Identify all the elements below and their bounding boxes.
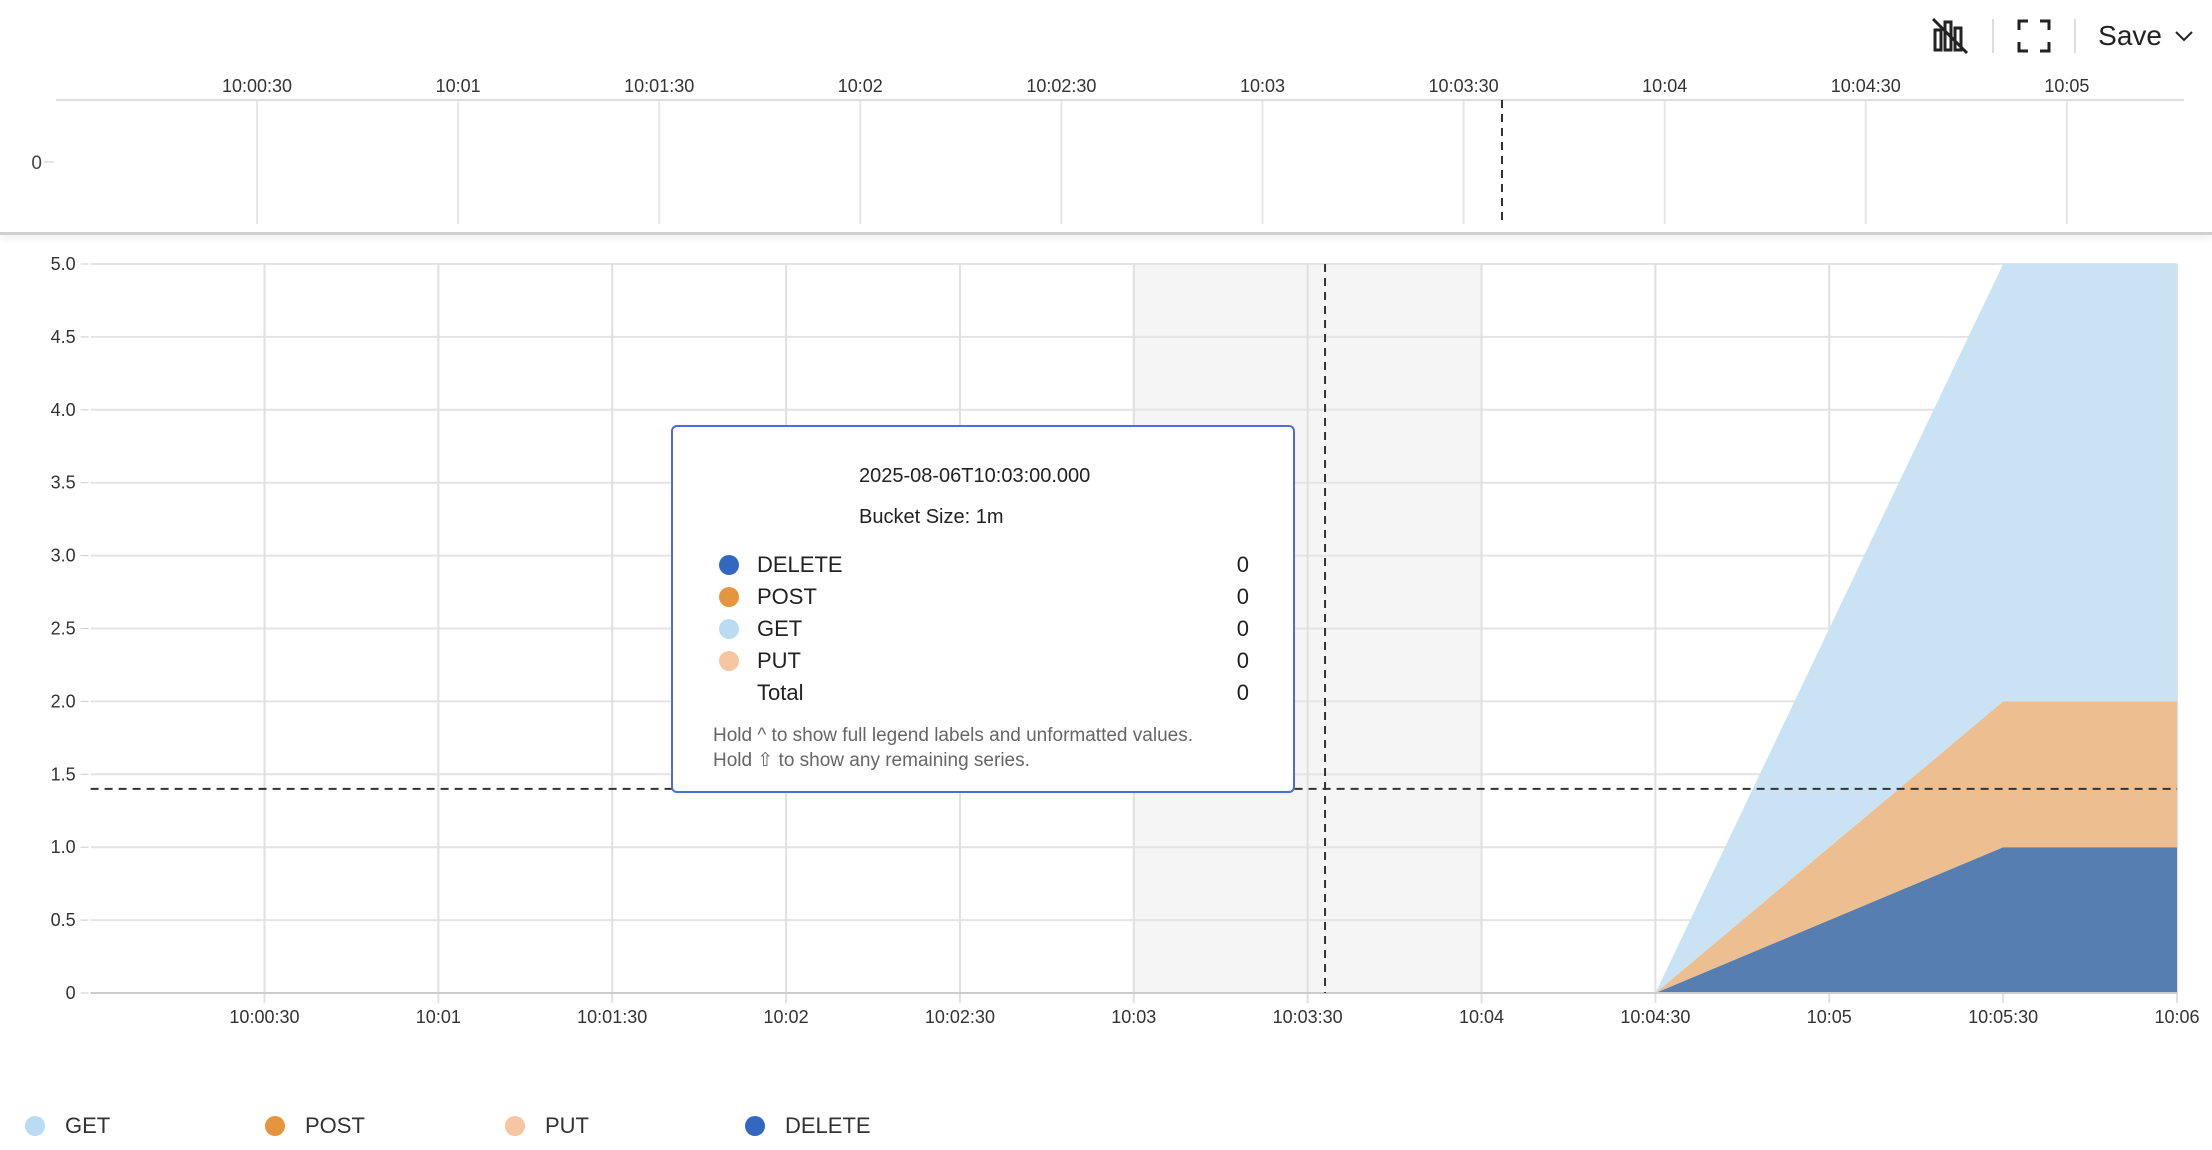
overview-panel[interactable]: 0 10:00:30 10:01 10:01:30 10:02 10:02:30 10:03… (0, 0, 2212, 235)
x-tick-label: 10:04:30 (1620, 1007, 1690, 1027)
x-tick-label: 10:06 (2154, 1007, 2199, 1027)
tooltip-row: GET 0 (719, 614, 1249, 644)
tooltip-hint-line: Hold ⇧ to show any remaining series. (713, 750, 1030, 771)
tooltip-series-value: 0 (1236, 616, 1249, 641)
overview-x-tick-label: 10:02:30 (1026, 76, 1096, 96)
overview-x-tick-label: 10:03 (1240, 76, 1285, 96)
x-tick-label: 10:04 (1459, 1007, 1504, 1027)
overview-x-tick-label: 10:02 (838, 76, 883, 96)
save-button[interactable]: Save (2098, 20, 2194, 52)
x-tick-label: 10:03 (1111, 1007, 1156, 1027)
series-dot-icon (719, 555, 739, 575)
tooltip-row: Total 0 (719, 678, 1249, 708)
y-tick-label: 2.0 (51, 691, 76, 711)
legend-dot-icon (745, 1116, 765, 1136)
series-dot-icon (719, 587, 739, 607)
x-tick-label: 10:00:30 (229, 1007, 299, 1027)
fullscreen-button[interactable] (2016, 18, 2052, 54)
legend-label: PUT (545, 1113, 589, 1138)
toolbar-divider (2074, 19, 2077, 53)
legend-dot-icon (265, 1116, 285, 1136)
tooltip-bucket-size: Bucket Size: 1m (859, 506, 1004, 528)
tooltip-series-label: GET (757, 616, 803, 641)
x-tick-label: 10:02:30 (925, 1007, 995, 1027)
tooltip-row: POST 0 (719, 582, 1249, 612)
tooltip-series-label: POST (757, 584, 817, 609)
series-dot-icon (719, 683, 739, 703)
x-tick-label: 10:03:30 (1273, 1007, 1343, 1027)
tooltip-row: DELETE 0 (719, 550, 1249, 580)
hide-chart-button[interactable] (1930, 16, 1970, 56)
y-tick-label: 0.5 (51, 910, 76, 930)
x-tick-label: 10:05 (1807, 1007, 1852, 1027)
overview-x-tick-label: 10:01:30 (624, 76, 694, 96)
legend: GET POST PUT DELETE (25, 1113, 871, 1139)
overview-x-tick-label: 10:04 (1642, 76, 1687, 96)
legend-dot-icon (25, 1116, 45, 1136)
legend-item-put[interactable]: PUT (505, 1113, 745, 1139)
tooltip-series-label: DELETE (757, 552, 843, 577)
y-tick-label: 1.0 (51, 837, 76, 857)
legend-item-post[interactable]: POST (265, 1113, 505, 1139)
overview-x-tick-label: 10:04:30 (1831, 76, 1901, 96)
tooltip-hint: Hold ^ to show full legend labels and un… (713, 723, 1193, 773)
tooltip: 2025-08-06T10:03:00.000 Bucket Size: 1m … (671, 425, 1295, 793)
x-tick-label: 10:02 (764, 1007, 809, 1027)
tooltip-timestamp: 2025-08-06T10:03:00.000 (859, 465, 1091, 487)
main-chart[interactable]: 0 0.5 1.0 1.5 2.0 2.5 3.0 3.5 4.0 4.5 5.0 10:00:30 1… (0, 0, 2212, 1060)
tooltip-series-label: PUT (757, 648, 801, 673)
legend-label: GET (65, 1113, 111, 1138)
overview-y-label: 0 (31, 153, 42, 174)
overview-x-tick-label: 10:03:30 (1429, 76, 1499, 96)
x-tick-label: 10:01 (416, 1007, 461, 1027)
area-post (1655, 701, 2177, 993)
fullscreen-icon (2017, 19, 2051, 53)
legend-label: DELETE (785, 1113, 871, 1138)
y-tick-label: 5.0 (51, 254, 76, 274)
overview-x-tick-label: 10:01 (436, 76, 481, 96)
tooltip-hint-line: Hold ^ to show full legend labels and un… (713, 725, 1193, 746)
y-tick-label: 1.5 (51, 764, 76, 784)
y-tick-label: 3.0 (51, 546, 76, 566)
series-dot-icon (719, 619, 739, 639)
legend-dot-icon (505, 1116, 525, 1136)
tooltip-row: PUT 0 (719, 646, 1249, 676)
series-dot-icon (719, 651, 739, 671)
area-delete (1655, 847, 2177, 993)
bar-chart-off-icon (1932, 17, 1969, 55)
tooltip-series-value: 0 (1236, 680, 1249, 705)
area-get (1655, 264, 2177, 993)
y-tick-label: 4.0 (51, 400, 76, 420)
y-tick-label: 2.5 (51, 619, 76, 639)
chevron-down-icon (2175, 31, 2193, 42)
y-tick-label: 3.5 (51, 473, 76, 493)
tooltip-series-label: Total (757, 680, 804, 705)
legend-item-get[interactable]: GET (25, 1113, 265, 1139)
tooltip-series-value: 0 (1236, 648, 1249, 673)
tooltip-series-value: 0 (1236, 552, 1249, 577)
x-tick-label: 10:05:30 (1968, 1007, 2038, 1027)
tooltip-series-value: 0 (1236, 584, 1249, 609)
toolbar: Save (1930, 12, 2212, 60)
legend-label: POST (305, 1113, 365, 1138)
y-tick-label: 0 (66, 983, 76, 1003)
save-label: Save (2098, 20, 2162, 51)
overview-x-tick-label: 10:05 (2044, 76, 2089, 96)
legend-item-delete[interactable]: DELETE (745, 1113, 871, 1139)
toolbar-divider (1992, 19, 1995, 53)
overview-chart[interactable]: 0 10:00:30 10:01 10:01:30 10:02 10:02:30 10:03… (0, 0, 2212, 232)
x-tick-label: 10:01:30 (577, 1007, 647, 1027)
overview-x-tick-label: 10:00:30 (222, 76, 292, 96)
y-tick-label: 4.5 (51, 327, 76, 347)
